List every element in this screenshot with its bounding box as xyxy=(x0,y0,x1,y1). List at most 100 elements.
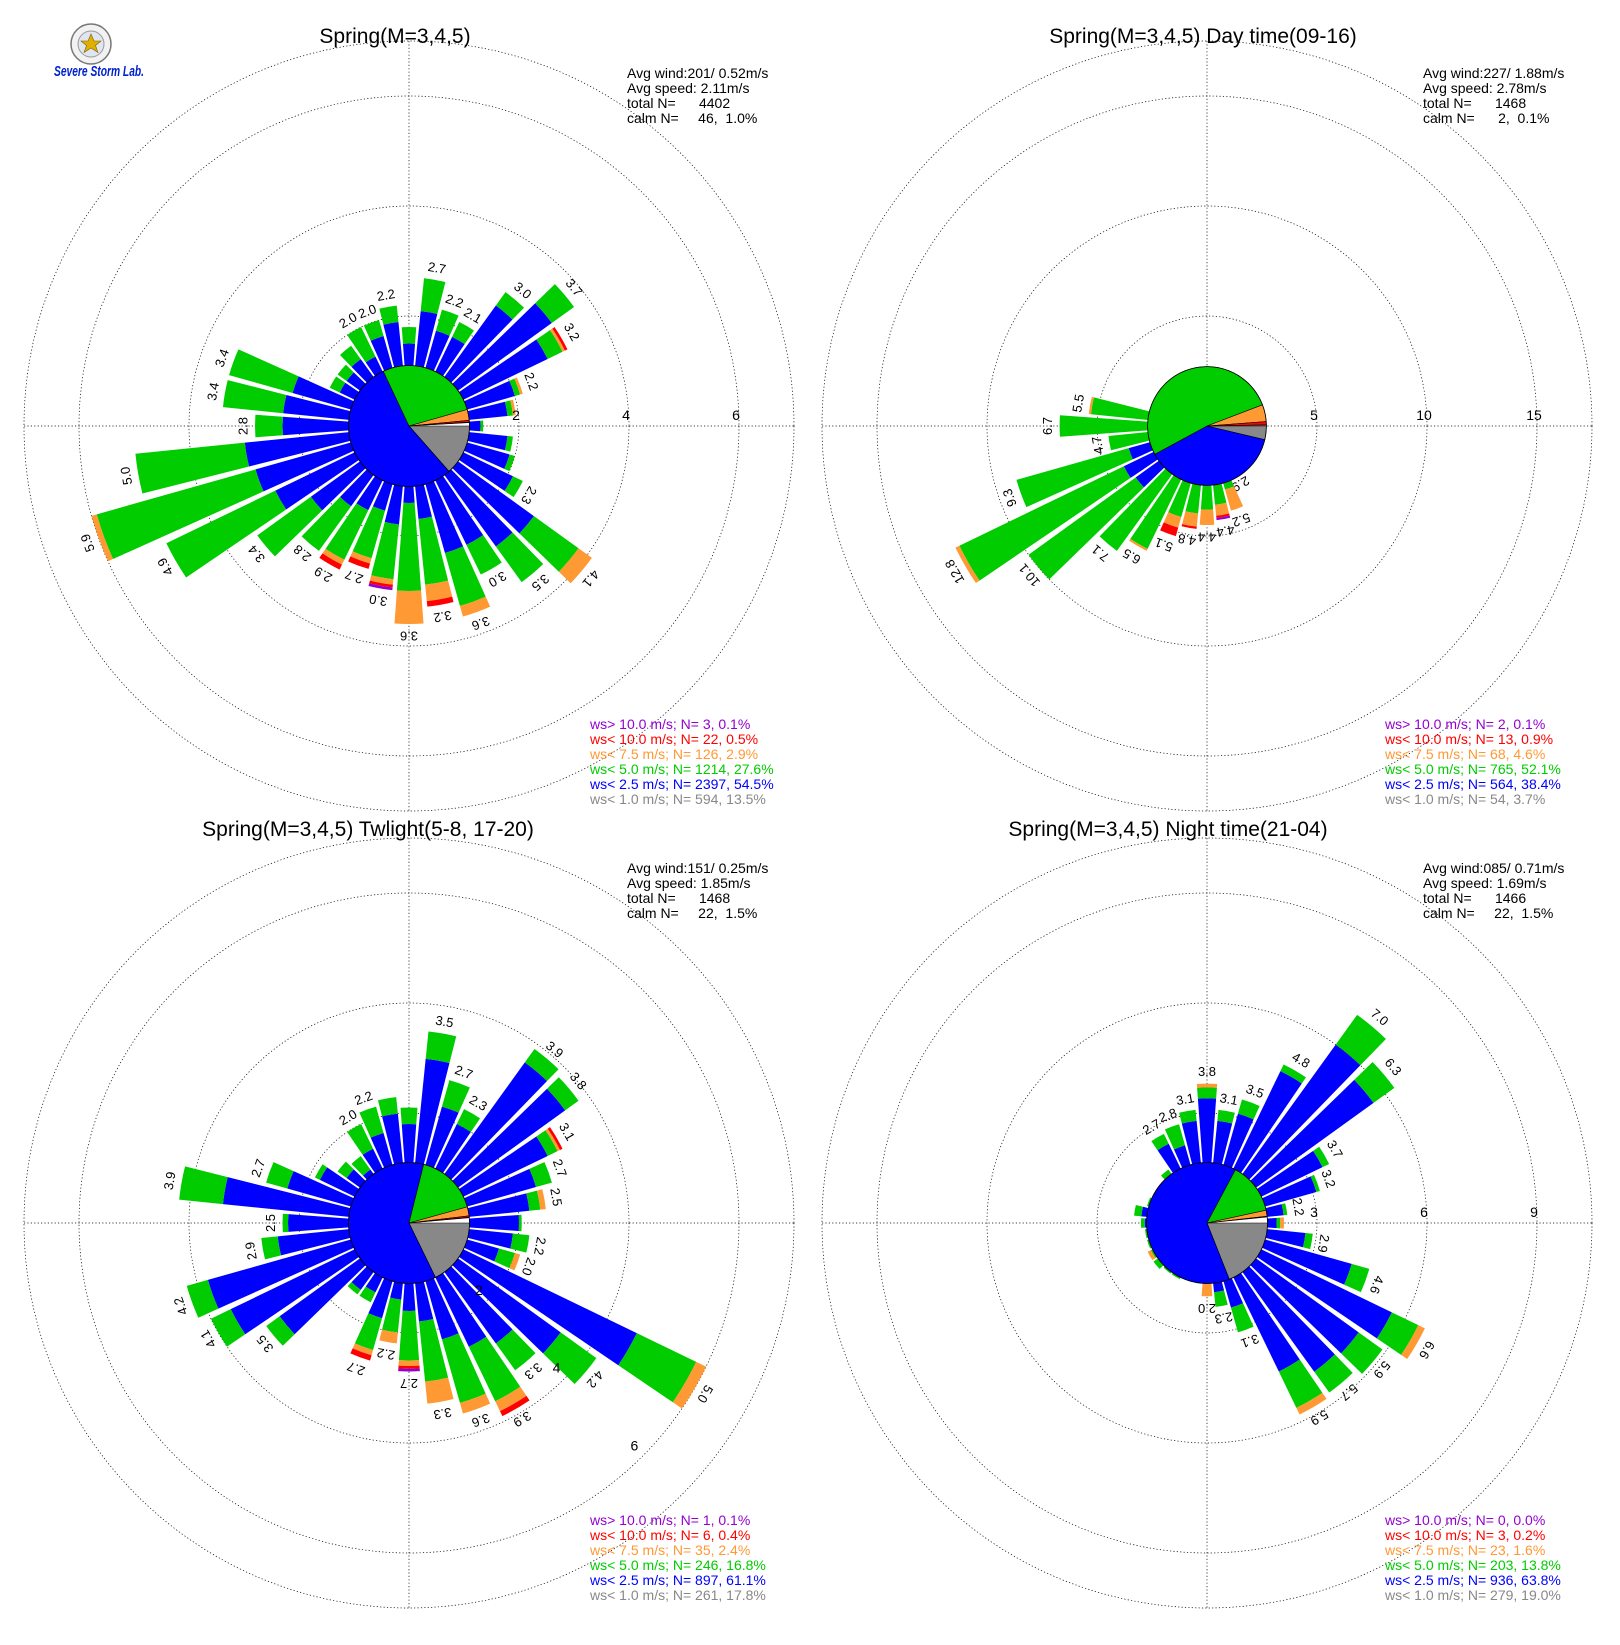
petal-band-lt5 xyxy=(466,535,502,575)
ring-label: 6 xyxy=(630,1437,638,1453)
legend-lt2.5: ws< 2.5 m/s; N= 897, 61.1% xyxy=(589,1572,766,1588)
petal-band-lt5 xyxy=(1151,1133,1169,1151)
petal-label: 3.3 xyxy=(432,1405,452,1423)
petal-band-lt10 xyxy=(499,1395,530,1417)
pie-outline xyxy=(348,1162,470,1284)
petal-band-lt5 xyxy=(452,322,474,345)
petal-band-lt10 xyxy=(350,1348,372,1361)
legend-gt10: ws> 10.0 m/s; N= 3, 0.1% xyxy=(589,716,750,732)
petal-band-lt10 xyxy=(426,596,454,607)
petal-band-lt25 xyxy=(1228,1079,1374,1206)
calm-pie xyxy=(1147,366,1267,486)
legend-lt1: ws< 1.0 m/s; N= 54, 3.7% xyxy=(1384,791,1545,807)
petal-band-lt75 xyxy=(352,1343,374,1356)
ring-label: 2 xyxy=(475,1282,483,1298)
petal-band-lt5 xyxy=(444,546,486,606)
petal-label: 4.4 xyxy=(1198,530,1216,545)
petal-band-lt10 xyxy=(1160,522,1179,537)
petal-label: 4.2 xyxy=(584,1367,607,1390)
petal-band-lt25 xyxy=(432,445,534,534)
petal-band-lt5 xyxy=(347,1282,361,1295)
petal-label: 2.8 xyxy=(291,542,314,565)
petal-band-lt5 xyxy=(337,1161,354,1178)
petal-band-lt25 xyxy=(288,1214,377,1232)
petal-band-lt5 xyxy=(441,1080,470,1113)
petal-label: 6.5 xyxy=(1120,545,1143,567)
petal-band-lt25 xyxy=(282,416,377,436)
petal-band-lt5 xyxy=(1197,1087,1217,1099)
legend-gt10: ws> 10.0 m/s; N= 1, 0.1% xyxy=(589,1512,750,1528)
petal-band-lt25 xyxy=(1224,1044,1361,1202)
petal-band-lt5 xyxy=(418,516,449,585)
panel-title: Spring(M=3,4,5) xyxy=(319,25,470,48)
petal-label: 2.7 xyxy=(550,1157,570,1179)
petal-label: 3.0 xyxy=(368,591,388,609)
petal-label: 2.0 xyxy=(336,309,359,331)
petal-band-lt25 xyxy=(432,1242,561,1354)
petal-band-lt10 xyxy=(319,553,342,570)
petal-band-lt75 xyxy=(322,548,345,565)
total-count-text: total N= 1468 xyxy=(627,890,730,906)
petal-band-lt25 xyxy=(428,449,513,547)
grid-ring xyxy=(1096,315,1318,537)
petal-band-lt75 xyxy=(550,328,565,352)
petal-band-lt75 xyxy=(1296,1392,1327,1415)
calm-count-text: calm N= 22, 1.5% xyxy=(627,905,757,921)
petal-band-lt5 xyxy=(441,1333,486,1403)
petal-label: 2.3 xyxy=(467,1092,490,1114)
petal-band-lt5 xyxy=(495,1329,536,1371)
panel-title: Spring(M=3,4,5) Day time(09-16) xyxy=(1049,25,1357,48)
avg-speed-text: Avg speed: 1.69m/s xyxy=(1423,875,1546,891)
petal-label: 4.1 xyxy=(579,567,602,590)
ring-label: 4 xyxy=(553,1360,561,1376)
petal-band-lt25 xyxy=(230,1237,382,1335)
petal-band-lt25 xyxy=(412,1058,450,1192)
petal-band-lt5 xyxy=(400,1107,418,1125)
petal-label: 3.3 xyxy=(522,1360,545,1383)
petal-band-lt5 xyxy=(1354,1061,1395,1103)
petal-label: 4.8 xyxy=(1289,1049,1312,1071)
petal-band-lt75 xyxy=(1215,502,1230,516)
petal-band-lt10 xyxy=(552,327,568,351)
petal-band-lt75 xyxy=(514,377,523,395)
petal-label: 5.5 xyxy=(1069,393,1087,413)
petal-band-lt75 xyxy=(459,1393,491,1414)
legend-lt10: ws< 10.0 m/s; N= 13, 0.9% xyxy=(1384,731,1553,747)
petal-band-lt5 xyxy=(377,1097,398,1117)
petal-label: 2.8 xyxy=(235,417,250,435)
outer-ring xyxy=(821,40,1593,812)
calm-count-text: calm N= 2, 0.1% xyxy=(1423,110,1549,126)
petal-band-lt5 xyxy=(1179,1109,1197,1124)
panel-title: Spring(M=3,4,5) Night time(21-04) xyxy=(1008,818,1327,841)
legend-lt1: ws< 1.0 m/s; N= 261, 17.8% xyxy=(589,1587,766,1603)
petal-250: 5.9 xyxy=(77,426,409,562)
petal-band-lt5 xyxy=(186,1279,219,1318)
petal-label: 2.0 xyxy=(336,1106,359,1128)
petal-label: 3.1 xyxy=(1219,1090,1239,1108)
petal-label: 3.0 xyxy=(486,568,509,590)
petal-band-lt5 xyxy=(1344,1263,1370,1293)
petal-band-lt5 xyxy=(1281,1203,1288,1216)
petal-band-lt5 xyxy=(509,378,521,397)
legend-lt10: ws< 10.0 m/s; N= 22, 0.5% xyxy=(589,731,758,747)
petal-label: 3.2 xyxy=(1318,1168,1338,1190)
petal-label: 2.9 xyxy=(1315,1233,1333,1253)
wind-rose-panel-twilight: 3.52.72.33.93.83.12.72.52.22.05.04.23.33… xyxy=(23,818,795,1609)
petal-label: 4.9 xyxy=(154,555,176,578)
petal-band-lt25 xyxy=(1219,1247,1300,1372)
petal-band-lt5 xyxy=(1214,1290,1228,1307)
petal-band-lt75 xyxy=(1129,538,1148,551)
petal-label: 3.6 xyxy=(470,613,492,633)
petal-band-lt5 xyxy=(494,1248,515,1269)
avg-wind-text: Avg wind:085/ 0.71m/s xyxy=(1423,860,1564,876)
outer-ring xyxy=(821,837,1593,1609)
petal-band-lt75 xyxy=(1280,1217,1284,1229)
petal-label: 6.7 xyxy=(1040,417,1055,435)
petal-band-lt5 xyxy=(179,1166,228,1205)
petal-band-lt5 xyxy=(96,469,264,560)
petal-band-lt75 xyxy=(558,548,592,584)
rose-plot: 3.52.72.33.93.83.12.72.52.22.05.04.23.33… xyxy=(23,837,795,1609)
petal-label: 3.9 xyxy=(543,1038,566,1061)
petal-band-lt5 xyxy=(1341,1332,1383,1374)
